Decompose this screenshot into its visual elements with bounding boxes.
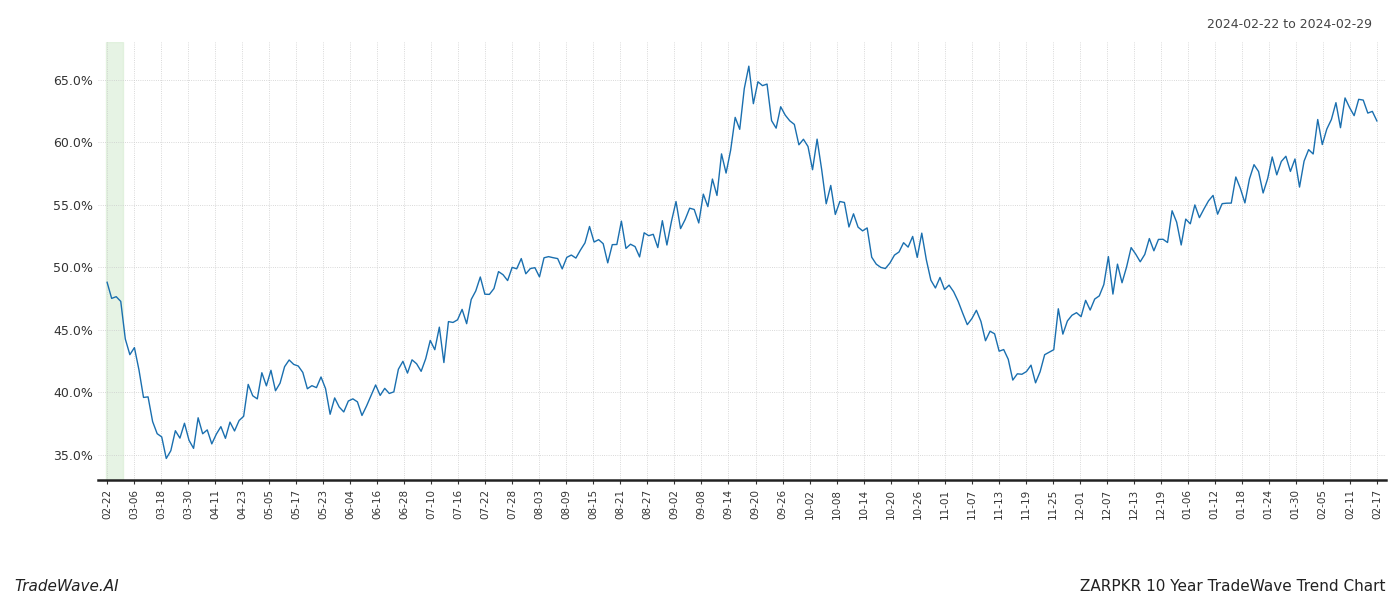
Bar	[106, 42, 123, 480]
Text: TradeWave.AI: TradeWave.AI	[14, 579, 119, 594]
Text: ZARPKR 10 Year TradeWave Trend Chart: ZARPKR 10 Year TradeWave Trend Chart	[1081, 579, 1386, 594]
Text: 2024-02-22 to 2024-02-29: 2024-02-22 to 2024-02-29	[1207, 18, 1372, 31]
